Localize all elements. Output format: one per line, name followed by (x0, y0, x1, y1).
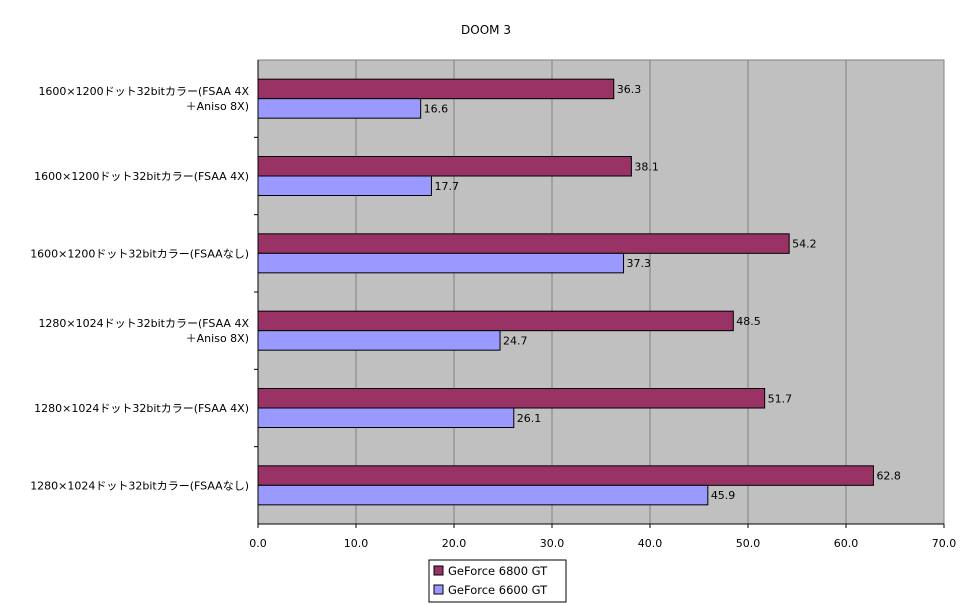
bar-series1 (257, 233, 790, 254)
category-label: 1600×1200ドット32bitカラー(FSAAなし) (30, 247, 249, 260)
x-tick-label: 70.0 (932, 537, 957, 550)
category-label: 1600×1200ドット32bitカラー(FSAA 4X) (34, 170, 249, 183)
category-label: ＋Aniso 8X) (186, 100, 249, 113)
bar-series1 (257, 310, 734, 332)
chart-title: DOOM 3 (461, 23, 511, 37)
bar-series2 (257, 330, 501, 351)
legend-swatch (433, 584, 444, 595)
data-label: 26.1 (517, 412, 542, 425)
category-label: 1280×1024ドット32bitカラー(FSAA 4X) (34, 402, 249, 415)
x-tick-label: 30.0 (540, 537, 565, 550)
data-label: 16.6 (424, 102, 449, 115)
legend-box (428, 559, 567, 603)
bar-series2 (257, 98, 422, 119)
bar-series2 (257, 484, 709, 506)
data-label: 38.1 (634, 160, 659, 173)
bar-series2 (257, 252, 625, 274)
data-label: 54.2 (792, 238, 817, 251)
x-tick-label: 20.0 (442, 537, 467, 550)
gridlines (355, 60, 847, 524)
bar-series2 (257, 407, 515, 428)
legend: GeForce 6800 GT GeForce 6600 GT (428, 559, 567, 603)
category-label: 1280×1024ドット32bitカラー(FSAA 4X (38, 317, 249, 330)
axes: 0.0 10.0 20.0 30.0 40.0 50.0 60.0 70.0 1600×1200… (30, 60, 956, 550)
data-label: 45.9 (711, 489, 736, 502)
legend-swatch (433, 565, 444, 576)
legend-label: GeForce 6800 GT (448, 564, 548, 578)
category-label: 1280×1024ドット32bitカラー(FSAAなし) (30, 479, 249, 492)
bar-series2 (257, 175, 432, 196)
legend-label: GeForce 6600 GT (448, 583, 548, 597)
x-tick-label: 10.0 (344, 537, 369, 550)
plot-area (257, 59, 945, 525)
category-label: ＋Aniso 8X) (186, 332, 249, 345)
data-label: 62.8 (876, 470, 901, 483)
data-label: 37.3 (627, 257, 652, 270)
x-tick-label: 50.0 (736, 537, 761, 550)
data-label: 36.3 (617, 83, 642, 96)
category-label: 1600×1200ドット32bitカラー(FSAA 4X (38, 85, 249, 98)
bar-series1 (257, 156, 632, 177)
data-label: 24.7 (503, 334, 528, 347)
x-tick-label: 0.0 (249, 537, 267, 550)
data-label: 17.7 (434, 180, 459, 193)
bar-series1 (257, 388, 766, 409)
data-label: 51.7 (768, 392, 793, 405)
x-tick-label: 60.0 (834, 537, 859, 550)
x-tick-label: 40.0 (638, 537, 663, 550)
bar-series1 (257, 465, 874, 486)
data-label: 48.5 (736, 315, 761, 328)
bar-series1 (257, 78, 615, 100)
